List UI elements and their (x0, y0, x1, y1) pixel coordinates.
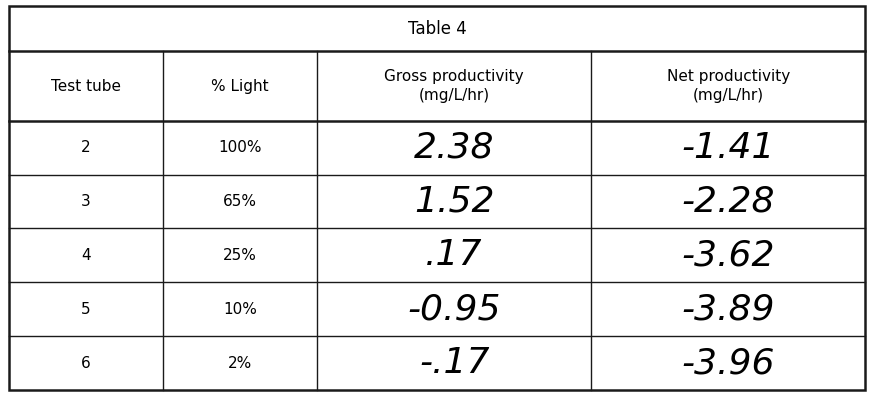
Text: 3: 3 (81, 194, 91, 209)
Text: 10%: 10% (223, 302, 257, 317)
Text: Gross productivity
(mg/L/hr): Gross productivity (mg/L/hr) (385, 69, 524, 103)
Text: Table 4: Table 4 (407, 20, 467, 38)
Text: 25%: 25% (223, 248, 257, 263)
Text: -2.28: -2.28 (682, 185, 775, 219)
Text: 4: 4 (81, 248, 91, 263)
Text: -3.89: -3.89 (682, 292, 775, 326)
Text: Test tube: Test tube (51, 79, 121, 93)
Text: -3.62: -3.62 (682, 238, 775, 272)
Text: 100%: 100% (218, 140, 261, 155)
Text: 5: 5 (81, 302, 91, 317)
Text: -.17: -.17 (419, 346, 489, 380)
Text: 65%: 65% (223, 194, 257, 209)
Text: Net productivity
(mg/L/hr): Net productivity (mg/L/hr) (667, 69, 790, 103)
Text: 2: 2 (81, 140, 91, 155)
Text: -3.96: -3.96 (682, 346, 775, 380)
Text: 2%: 2% (228, 356, 252, 371)
Text: 1.52: 1.52 (414, 185, 495, 219)
Text: 2.38: 2.38 (414, 131, 495, 165)
Text: % Light: % Light (212, 79, 269, 93)
Text: 6: 6 (81, 356, 91, 371)
Text: -0.95: -0.95 (407, 292, 501, 326)
Text: .17: .17 (426, 238, 482, 272)
Text: -1.41: -1.41 (682, 131, 775, 165)
